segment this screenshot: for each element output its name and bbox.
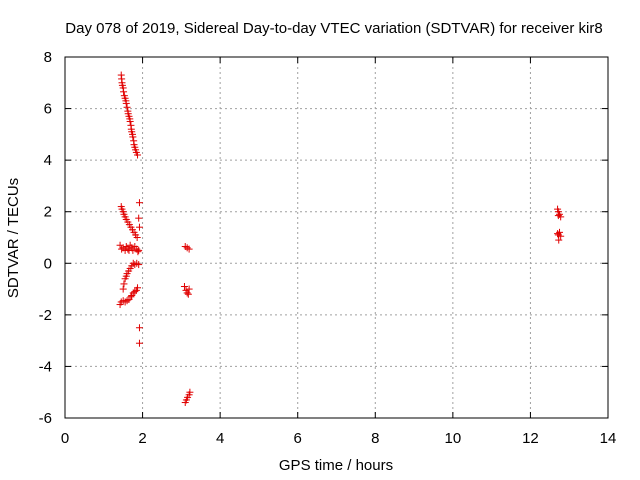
data-point <box>119 285 127 293</box>
data-point <box>122 99 130 107</box>
data-point <box>180 282 188 290</box>
data-point <box>135 324 143 332</box>
data-point <box>124 245 132 253</box>
y-tick-label: -2 <box>39 307 52 324</box>
data-point <box>134 248 142 256</box>
data-point <box>134 151 142 159</box>
data-point <box>131 288 139 296</box>
y-tick-label: 4 <box>44 152 52 169</box>
x-tick-label: 14 <box>600 430 617 447</box>
data-point <box>118 245 126 253</box>
data-point <box>183 244 191 252</box>
y-tick-label: 0 <box>44 255 52 272</box>
x-axis-label: GPS time / hours <box>279 457 393 474</box>
data-point <box>135 223 143 231</box>
chart-title: Day 078 of 2019, Sidereal Day-to-day VTE… <box>65 20 602 37</box>
data-point <box>183 289 191 297</box>
data-point <box>120 88 128 96</box>
y-tick-labels: -6 -4 -2 0 2 4 6 8 <box>39 49 52 427</box>
x-tick-label: 10 <box>445 430 462 447</box>
data-point <box>135 214 143 222</box>
y-tick-label: 8 <box>44 49 52 66</box>
data-point <box>127 293 135 301</box>
x-tick-label: 12 <box>522 430 539 447</box>
x-tick-label: 4 <box>216 430 224 447</box>
x-tick-label: 8 <box>371 430 379 447</box>
data-point <box>126 117 134 125</box>
data-point <box>135 339 143 347</box>
data-point <box>554 212 562 220</box>
data-point <box>185 245 193 253</box>
plot-frame <box>64 56 609 419</box>
y-tick-label: -6 <box>39 410 52 427</box>
x-tick-label: 6 <box>294 430 302 447</box>
data-point <box>135 246 143 254</box>
data-points <box>116 71 565 407</box>
x-tick-label: 2 <box>138 430 146 447</box>
data-point <box>133 234 141 241</box>
grid <box>65 57 608 418</box>
y-axis-label: SDTVAR / TECUs <box>5 178 22 298</box>
data-point <box>185 285 193 293</box>
data-point <box>120 280 128 288</box>
axis-ticks <box>64 56 609 419</box>
data-point <box>556 228 564 236</box>
data-point <box>129 133 137 141</box>
data-point <box>135 261 143 269</box>
y-tick-label: 6 <box>44 101 52 118</box>
x-tick-label: 0 <box>61 430 69 447</box>
data-point <box>186 388 194 396</box>
y-tick-label: 2 <box>44 204 52 221</box>
y-tick-label: -4 <box>39 358 52 375</box>
data-point <box>557 232 565 240</box>
data-point <box>555 236 563 244</box>
data-point <box>134 284 142 292</box>
data-point <box>123 103 131 111</box>
data-point <box>135 199 143 207</box>
data-point <box>184 290 192 298</box>
x-tick-labels: 0 2 4 6 8 10 12 14 <box>61 430 617 447</box>
data-point <box>123 297 131 305</box>
